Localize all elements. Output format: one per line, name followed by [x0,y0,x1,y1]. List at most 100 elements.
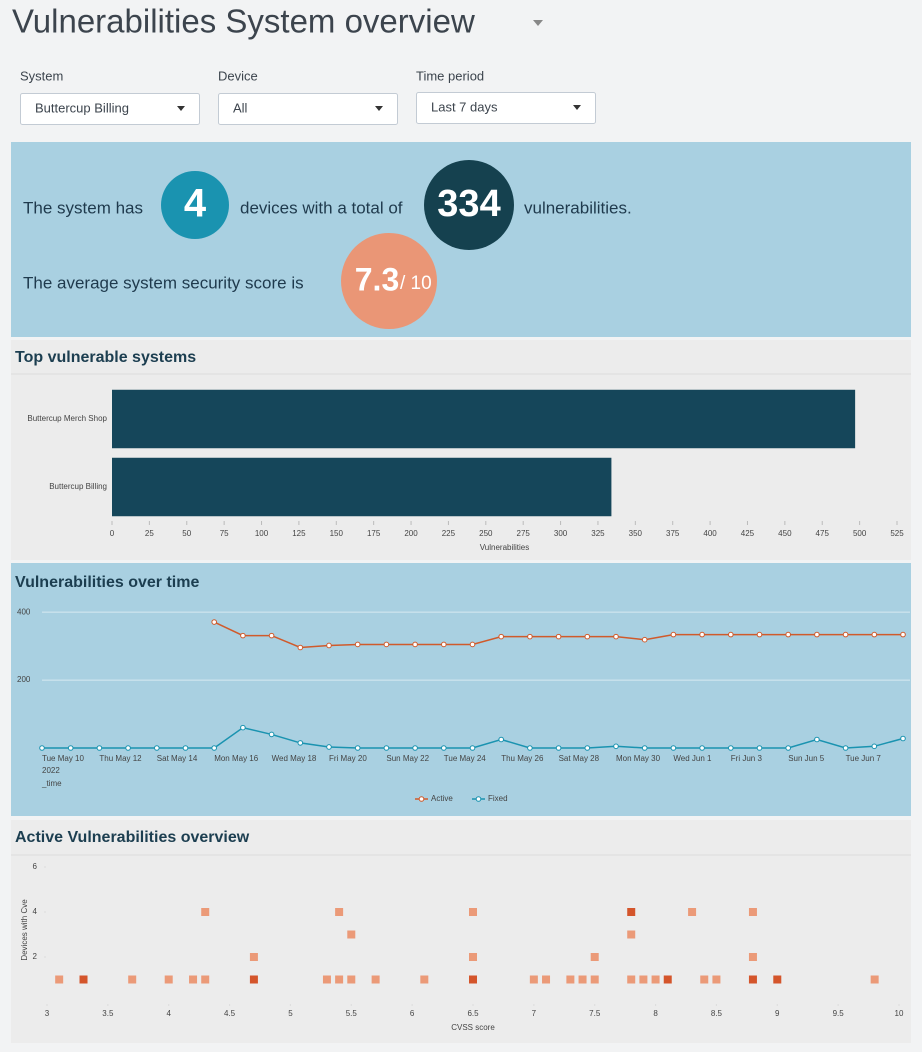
point [527,745,533,751]
point [613,743,619,750]
point [79,975,88,984]
point [900,735,906,742]
point [412,745,418,751]
x-tick-label: 150 [330,529,344,538]
chart-title: Active Vulnerabilities overview [15,829,250,846]
x-tick-label: 125 [292,529,306,538]
summary-text: vulnerabilities. [524,198,632,217]
x-tick-label: 375 [666,529,680,538]
point [39,745,45,751]
point [785,745,792,751]
point [201,975,210,984]
x-tick-label: Sun Jun 5 [788,754,825,763]
point [670,745,677,751]
point [240,724,246,731]
point [297,740,304,746]
summary-text: devices with a total of [240,198,403,217]
dropdown-caret [177,106,185,111]
point [326,744,332,750]
point [335,908,344,916]
point [268,632,275,639]
point [590,953,599,961]
chart-title: Top vulnerable systems [15,349,196,366]
x-tick-label: 25 [145,529,154,538]
x-axis-label: CVSS score [451,1023,495,1032]
dropdown[interactable] [218,93,398,125]
filter-label: System [20,68,63,83]
point [201,908,210,916]
y-tick-label: 200 [17,675,31,684]
title-menu-caret[interactable] [533,20,543,26]
x-tick-label: 100 [255,529,269,538]
y-tick-label: 400 [17,607,31,616]
point [469,953,477,961]
point [354,745,361,751]
point [383,641,390,648]
score-suffix: / 10 [400,273,432,294]
chart-title: Vulnerabilities over time [15,574,199,591]
x-tick-label: Wed May 18 [272,754,317,763]
point [297,644,304,651]
x-tick-label: 9.5 [833,1009,845,1018]
y-tick-label: 4 [33,907,38,916]
dropdown[interactable] [416,92,596,124]
dropdown-value: All [233,100,248,115]
x-tick-label: Fri May 20 [329,754,367,763]
point [67,745,74,751]
x-tick-label: 5.5 [346,1009,358,1018]
point [469,908,477,916]
chart-panel [11,820,911,1043]
point [584,633,591,640]
point [55,975,64,984]
summary-text: The system has [23,198,143,217]
point [590,975,599,984]
x-tick-label: Mon May 16 [214,754,259,763]
x-tick-label: Sat May 28 [559,754,600,763]
x-tick-label: Thu May 12 [99,754,142,763]
x-tick-label: Fri Jun 3 [731,754,763,763]
point [326,642,332,649]
point [441,745,447,751]
point [469,641,476,648]
x-tick-label: 175 [367,529,381,538]
point [164,975,173,984]
point [773,975,782,984]
point [189,975,198,984]
point [756,631,763,638]
point [688,908,697,916]
point [627,908,636,916]
point [584,745,591,751]
page-title: Vulnerabilities System overview [12,3,475,40]
dropdown[interactable] [20,93,200,125]
point [347,975,356,984]
x-tick-label: 50 [182,529,191,538]
x-axis-label: _time [41,779,62,788]
x-tick-label: 7.5 [589,1009,601,1018]
x-tick-label: 400 [703,529,717,538]
point [699,631,705,638]
point [712,975,721,984]
y-axis-label: Devices with Cve [20,899,29,961]
point [748,953,757,961]
x-tick-label: Sat May 14 [157,754,198,763]
point [542,975,551,984]
point [469,745,476,751]
point [870,975,879,984]
x-tick-label: Thu May 26 [501,754,544,763]
x-tick-label: 200 [404,529,418,538]
point [814,736,820,743]
point [420,975,429,984]
point [578,975,587,984]
x-tick-label: Tue May 10 [42,754,84,763]
point [322,975,331,984]
point [900,631,906,638]
point [748,908,757,916]
point [639,975,648,984]
x-tick-label: 500 [853,529,867,538]
point [268,731,275,738]
x-axis-year: 2022 [42,766,60,775]
x-tick-label: 5 [288,1009,293,1018]
point [240,632,246,639]
filter-label: Device [218,68,258,83]
